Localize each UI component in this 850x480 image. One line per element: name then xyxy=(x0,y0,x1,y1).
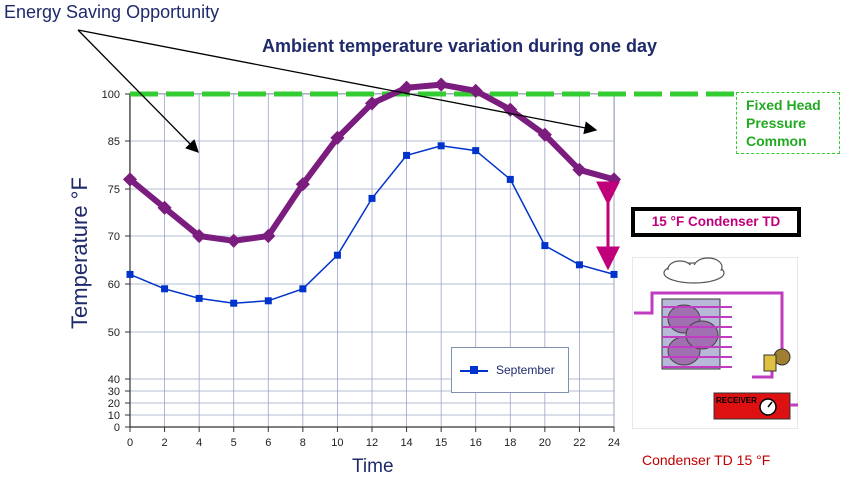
energy-saving-annotation: Energy Saving Opportunity xyxy=(4,2,220,22)
y-tick-label: 100 xyxy=(102,89,120,101)
x-tick-label: 5 xyxy=(231,437,237,449)
x-tick-label: 0 xyxy=(127,437,133,449)
ambient-point xyxy=(230,299,238,307)
x-tick-label: 24 xyxy=(608,437,620,449)
chart-legend: September xyxy=(451,347,569,393)
ambient-point xyxy=(161,285,169,293)
condensing-point xyxy=(295,177,310,192)
ambient-point xyxy=(126,270,134,278)
condensing-point xyxy=(261,228,276,244)
x-tick-label: 16 xyxy=(470,437,482,449)
ambient-point xyxy=(264,297,272,305)
x-tick-label: 2 xyxy=(162,437,168,449)
ambient-point xyxy=(403,151,411,159)
legend-square-marker xyxy=(470,366,478,374)
fixed-head-line-2: Pressure xyxy=(746,115,806,131)
ambient-point xyxy=(368,194,376,202)
y-tick-label: 85 xyxy=(108,136,120,148)
legend-label-september: September xyxy=(496,363,555,377)
x-tick-label: 4 xyxy=(196,437,202,449)
condensing-point xyxy=(537,127,552,142)
receiver-label: RECEIVER xyxy=(716,396,757,405)
condenser-td-caption: Condenser TD 15 °F xyxy=(642,452,771,468)
ambient-point xyxy=(472,147,480,155)
x-tick-label: 14 xyxy=(400,437,412,449)
x-tick-label: 22 xyxy=(573,437,585,449)
ambient-point xyxy=(541,242,549,250)
ambient-point xyxy=(195,294,203,302)
condensing-point xyxy=(399,80,414,95)
condensing-point xyxy=(330,130,345,145)
condensing-point xyxy=(157,200,172,215)
chart-title: Ambient temperature variation during one… xyxy=(262,36,658,56)
ambient-point xyxy=(575,261,583,269)
fixed-head-line-3: Common xyxy=(746,133,807,149)
x-tick-label: 20 xyxy=(539,437,551,449)
condensing-point xyxy=(226,233,241,248)
ambient-point xyxy=(506,175,514,183)
y-tick-label: 0 xyxy=(114,422,120,434)
condensing-unit-illustration: RECEIVER xyxy=(632,257,798,429)
y-tick-label: 75 xyxy=(108,184,120,196)
y-tick-label: 20 xyxy=(108,398,120,410)
y-tick-label: 70 xyxy=(108,231,120,243)
x-tick-label: 12 xyxy=(366,437,378,449)
x-tick-label: 6 xyxy=(265,437,271,449)
y-tick-label: 50 xyxy=(108,327,120,339)
receiver-tank-icon: RECEIVER xyxy=(713,392,798,420)
fixed-head-pressure-box: Fixed Head Pressure Common xyxy=(736,92,840,154)
ambient-point xyxy=(299,285,307,293)
x-tick-label: 10 xyxy=(331,437,343,449)
x-axis-label: Time xyxy=(352,456,394,477)
ambient-point xyxy=(333,251,341,259)
fixed-head-line-1: Fixed Head xyxy=(746,97,821,113)
condenser-coil-icon xyxy=(661,298,732,370)
y-tick-label: 40 xyxy=(108,374,120,386)
valve-icon xyxy=(763,348,791,372)
x-tick-label: 8 xyxy=(300,437,306,449)
y-axis-label: Temperature °F xyxy=(67,177,92,329)
condensing-point xyxy=(572,162,587,177)
condensing-point xyxy=(434,77,449,92)
ambient-point xyxy=(437,142,445,150)
condensing-point xyxy=(468,83,483,98)
y-tick-label: 30 xyxy=(108,386,120,398)
y-tick-label: 10 xyxy=(108,410,120,422)
annotation-arrow-right xyxy=(77,29,598,135)
condenser-td-box: 15 °F Condenser TD xyxy=(631,207,801,237)
ambient-point xyxy=(610,270,618,278)
x-tick-label: 15 xyxy=(435,437,447,449)
x-tick-label: 18 xyxy=(504,437,516,449)
annotation-arrow-left xyxy=(77,29,199,153)
cloud-icon xyxy=(663,257,725,284)
y-tick-label: 60 xyxy=(108,279,120,291)
condensing-point xyxy=(364,96,380,111)
condensing-point xyxy=(192,228,207,244)
